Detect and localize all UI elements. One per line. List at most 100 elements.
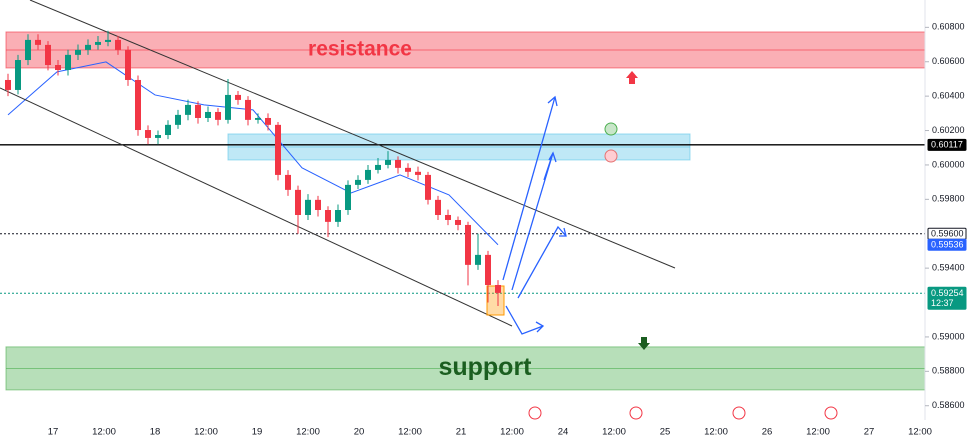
candle-body xyxy=(365,169,371,180)
candle-body xyxy=(35,39,41,45)
event-flags xyxy=(528,406,838,420)
projection-arrows xyxy=(502,95,567,335)
y-tick-label: 0.59000 xyxy=(932,331,965,341)
x-tick-label: 12:00 xyxy=(500,427,524,438)
x-tick-label: 12:00 xyxy=(602,427,626,438)
candle-body xyxy=(75,49,81,55)
up-arrow-icon xyxy=(626,71,638,84)
candle-body xyxy=(145,130,151,138)
price-lines xyxy=(0,61,925,294)
event-flag[interactable] xyxy=(732,406,746,420)
candle-body xyxy=(315,199,321,210)
x-tick-label: 20 xyxy=(354,427,365,438)
x-tick-label: 19 xyxy=(252,427,263,438)
y-tick-label: 0.58800 xyxy=(932,366,965,376)
candle-body xyxy=(165,124,171,136)
price-tag xyxy=(927,286,967,310)
candle-body xyxy=(105,39,111,42)
x-tick-label: 18 xyxy=(150,427,161,438)
x-tick-label: 24 xyxy=(558,427,569,438)
down-arrow-icon xyxy=(638,337,650,350)
candle-body xyxy=(305,199,311,215)
candle-body xyxy=(65,54,71,70)
candle-body xyxy=(175,114,181,125)
candle-body xyxy=(465,224,471,265)
candle-body xyxy=(445,214,451,220)
candle-body xyxy=(245,99,251,120)
channel-lower xyxy=(0,87,513,327)
candle-body xyxy=(215,111,221,120)
x-tick-label: 12:00 xyxy=(92,427,116,438)
zones: resistance support xyxy=(5,31,926,391)
x-tick-label: 12:00 xyxy=(398,427,422,438)
y-tick-label: 0.60600 xyxy=(932,56,965,66)
moving-average xyxy=(7,61,499,246)
x-tick-label: 12:00 xyxy=(296,427,320,438)
circle-marker xyxy=(604,122,618,136)
x-tick-label: 25 xyxy=(660,427,671,438)
candle-body xyxy=(435,199,441,215)
candle-body xyxy=(475,254,481,265)
candle-body xyxy=(345,184,351,210)
candle-body xyxy=(85,44,91,50)
y-tick-label: 0.58600 xyxy=(932,400,965,410)
price-tag xyxy=(927,238,967,251)
y-tick-label: 0.60800 xyxy=(932,22,965,32)
channel-upper xyxy=(29,0,676,269)
price-tag-label: 0.59254 xyxy=(931,288,964,298)
y-tick-label: 0.60200 xyxy=(932,125,965,135)
candle-body xyxy=(335,210,341,222)
y-tick-label: 0.60000 xyxy=(932,159,965,169)
candle-body xyxy=(135,79,141,131)
candle-body xyxy=(5,79,11,90)
arrow-head xyxy=(547,95,558,107)
candle-body xyxy=(285,174,291,190)
event-flag[interactable] xyxy=(629,406,643,420)
candle-body xyxy=(155,135,161,138)
candle-body xyxy=(255,117,261,120)
x-tick-label: 17 xyxy=(48,427,59,438)
candle-body xyxy=(265,117,271,125)
arrow xyxy=(505,305,544,335)
y-tick-label: 0.59400 xyxy=(932,263,965,273)
candle-body xyxy=(235,94,241,100)
price-tag-label: 0.59600 xyxy=(931,229,964,239)
x-tick-label: 27 xyxy=(864,427,875,438)
candle-body xyxy=(375,164,381,170)
candle-body xyxy=(325,210,331,222)
price-tag-label: 0.60117 xyxy=(931,140,963,150)
x-tick-label: 12:00 xyxy=(704,427,728,438)
zone-label: support xyxy=(438,353,532,381)
candle-body xyxy=(225,94,231,120)
x-tick-label: 12:00 xyxy=(908,427,932,438)
candle-body xyxy=(275,124,281,175)
candle-body xyxy=(495,284,501,293)
arrow-head xyxy=(548,151,557,163)
candle-body xyxy=(45,44,51,66)
arrow xyxy=(502,96,556,281)
candle-body xyxy=(15,60,21,90)
candle-body xyxy=(195,104,201,118)
y-tick-label: 0.60400 xyxy=(932,91,965,101)
arrow-head xyxy=(559,227,567,237)
zone-label: resistance xyxy=(308,38,412,61)
candle-body xyxy=(95,41,101,45)
price-axis xyxy=(925,0,974,439)
candle-body xyxy=(355,179,361,185)
event-flag[interactable] xyxy=(528,406,542,420)
candle-body xyxy=(125,49,131,80)
event-flag[interactable] xyxy=(824,406,838,420)
candle-body xyxy=(295,189,301,215)
candle-body xyxy=(485,254,491,285)
price-tag-timer: 12:37 xyxy=(931,298,954,308)
candle-body xyxy=(115,39,121,50)
arrow-head xyxy=(535,321,545,333)
candle-body xyxy=(205,111,211,118)
drawings xyxy=(0,0,838,420)
candle-body xyxy=(55,65,61,70)
candles xyxy=(5,30,501,306)
candle-body xyxy=(425,174,431,200)
price-tag xyxy=(927,138,967,151)
candle-body xyxy=(25,39,31,61)
